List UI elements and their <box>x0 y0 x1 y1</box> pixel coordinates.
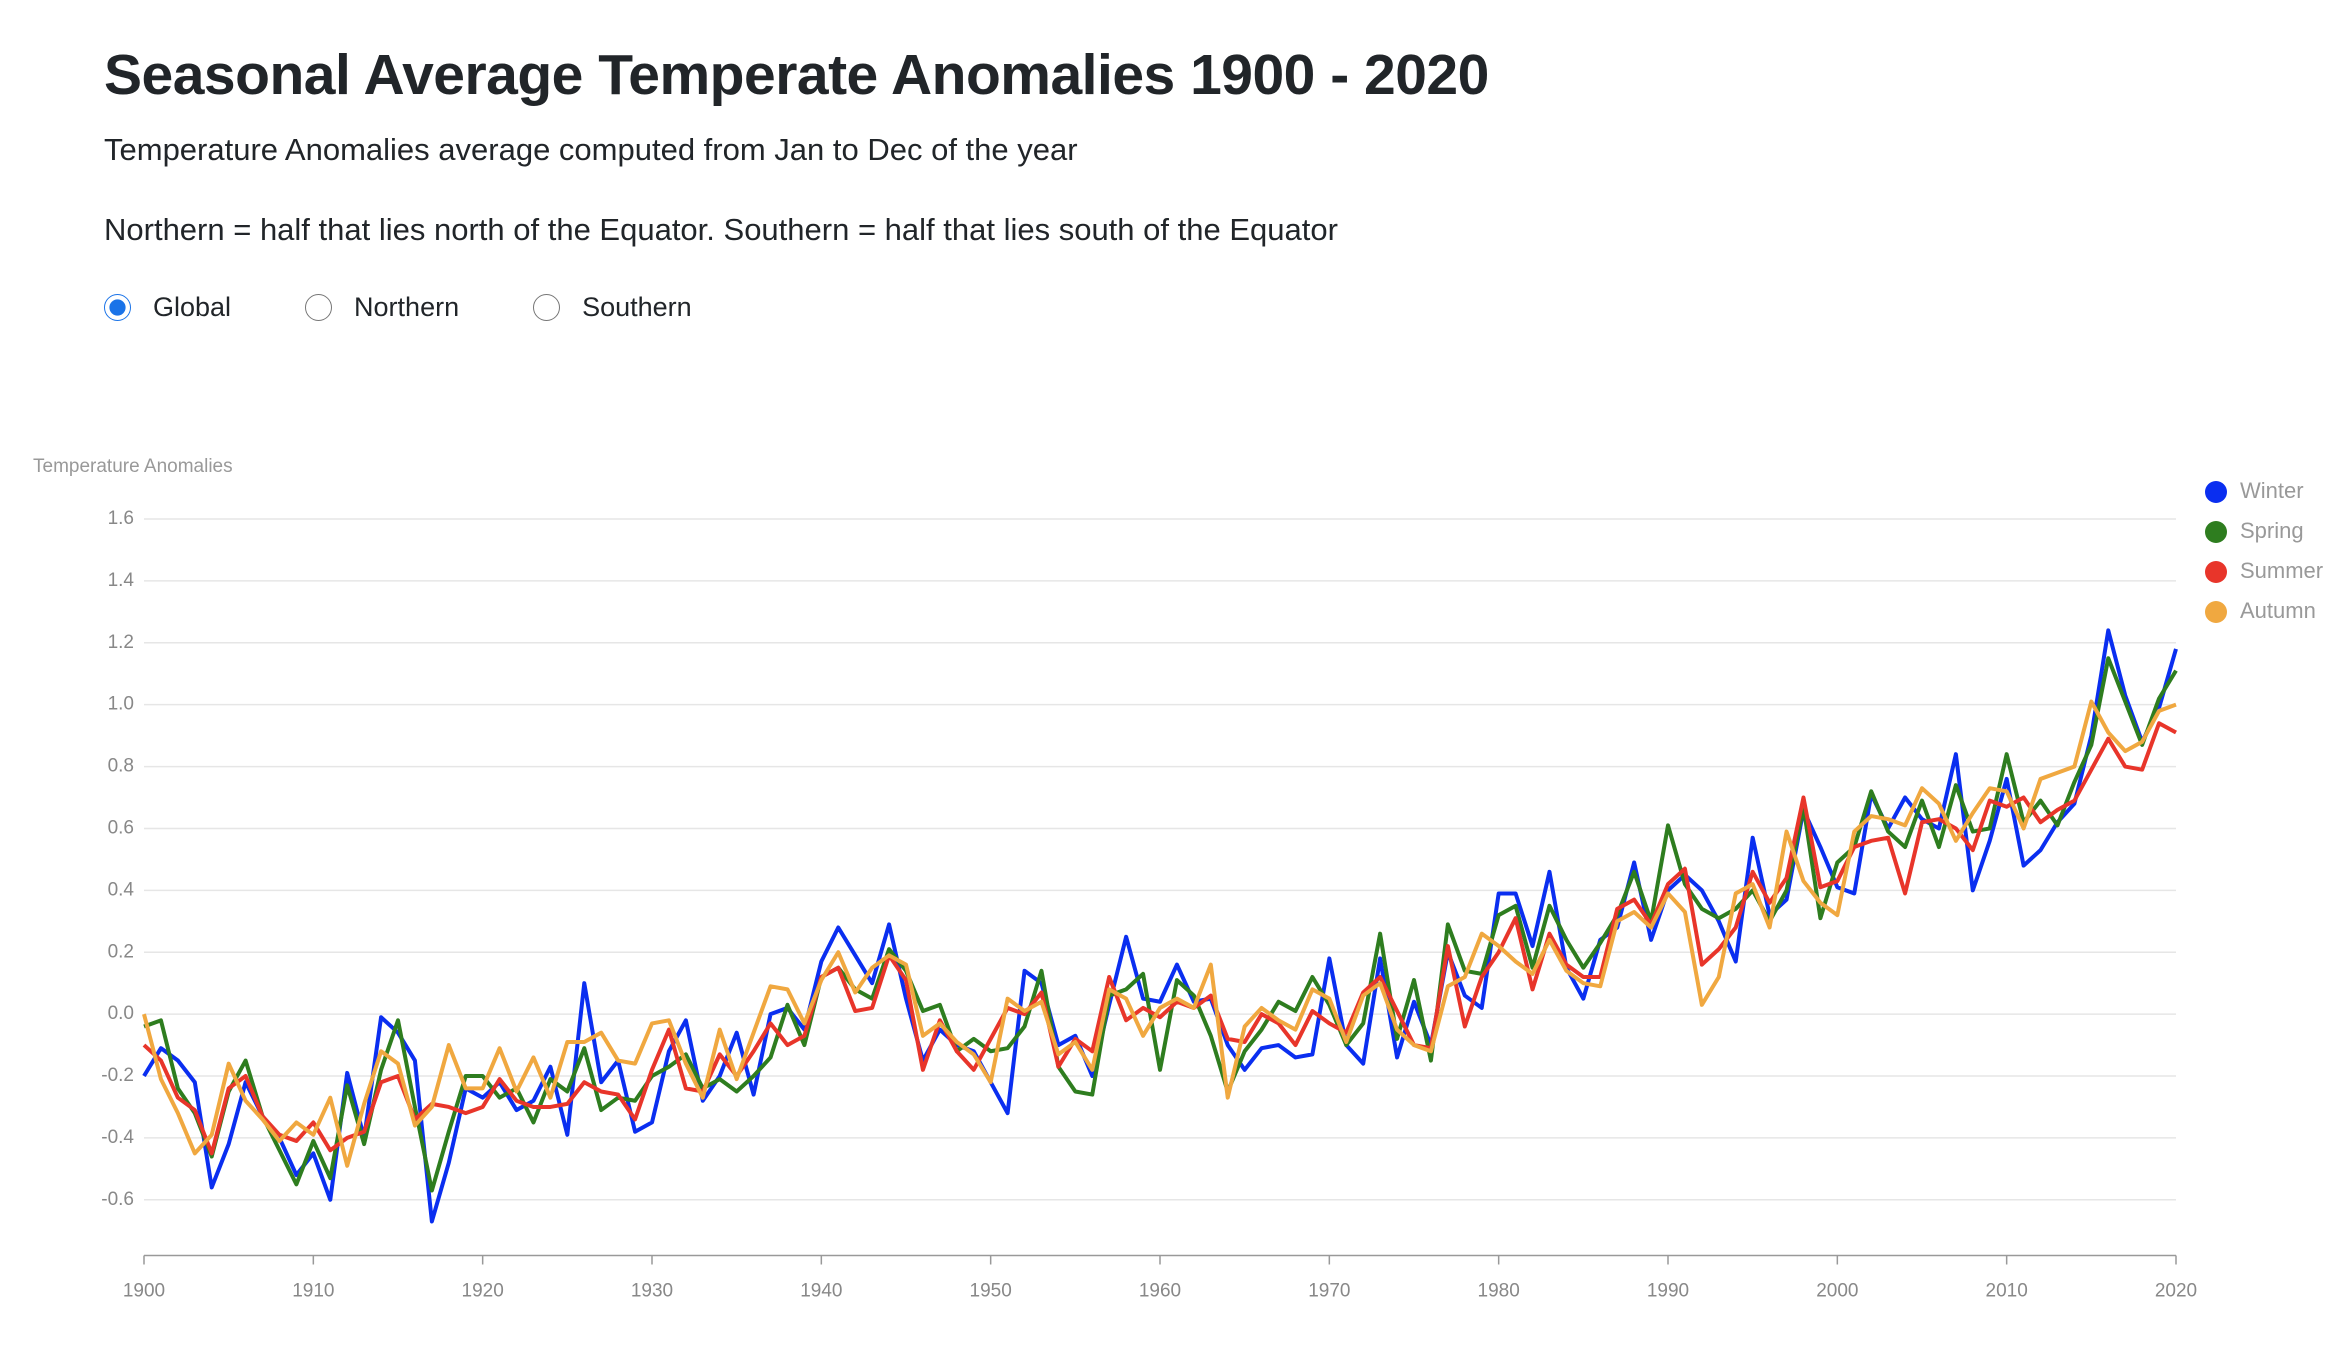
y-axis-label: Temperature Anomalies <box>33 456 233 477</box>
legend-swatch <box>2205 481 2227 503</box>
radio-option[interactable]: Northern <box>301 292 459 323</box>
x-tick-label: 1940 <box>800 1281 842 1302</box>
y-tick-label: -0.4 <box>101 1127 134 1148</box>
y-tick-label: 0.4 <box>108 879 135 900</box>
legend-label: Spring <box>2240 518 2304 543</box>
radio-button[interactable] <box>104 294 131 321</box>
note: Northern = half that lies north of the E… <box>104 212 1338 247</box>
x-tick-label: 1950 <box>970 1281 1012 1302</box>
series-line <box>143 656 2178 1193</box>
legend-label: Autumn <box>2240 598 2316 623</box>
legend-swatch <box>2205 561 2227 583</box>
x-tick-label: 1910 <box>292 1281 334 1302</box>
radio-label[interactable]: Global <box>153 292 232 322</box>
legend-label: Summer <box>2240 558 2323 583</box>
y-tick-label: 0.2 <box>108 941 134 962</box>
x-tick-label: 1990 <box>1647 1281 1689 1302</box>
y-tick-label: -0.2 <box>101 1065 134 1086</box>
x-tick-label: 1930 <box>631 1281 673 1302</box>
x-tick-label: 2010 <box>1986 1281 2028 1302</box>
y-tick-label: 0.0 <box>108 1003 134 1024</box>
x-tick-label: 1960 <box>1139 1281 1181 1302</box>
y-tick-label: 0.6 <box>108 817 134 838</box>
radio-button[interactable] <box>305 294 333 321</box>
y-tick-label: 1.2 <box>108 632 134 653</box>
series-line <box>142 699 2177 1168</box>
x-tick-label: 2020 <box>2155 1281 2197 1302</box>
x-tick-label: 1920 <box>462 1281 504 1302</box>
radio-option[interactable]: Global <box>100 292 231 323</box>
subtitle: Temperature Anomalies average computed f… <box>104 132 1078 167</box>
series-line <box>142 628 2178 1224</box>
y-tick-label: 0.8 <box>108 756 134 777</box>
x-tick-label: 1970 <box>1308 1281 1350 1302</box>
legend-swatch <box>2205 521 2227 543</box>
y-tick-label: 1.0 <box>108 694 134 715</box>
x-tick-label: 1900 <box>123 1281 165 1302</box>
radio-label[interactable]: Northern <box>354 292 460 322</box>
radio-label[interactable]: Southern <box>582 292 692 322</box>
x-tick-label: 2000 <box>1816 1281 1858 1302</box>
y-tick-label: 1.4 <box>108 570 135 591</box>
radio-button[interactable] <box>533 294 561 321</box>
chart: Temperature Anomalies -0.6 -0.4 -0.2 0.0 0.2… <box>33 456 2323 1302</box>
radio-option[interactable]: Southern <box>529 292 692 323</box>
x-tick-label: 1980 <box>1478 1281 1520 1302</box>
series-line <box>142 721 2177 1156</box>
legend-label: Winter <box>2240 478 2304 503</box>
region-selector: Global Northern Southern <box>100 292 762 323</box>
legend-swatch <box>2205 601 2227 623</box>
page-title: Seasonal Average Temperate Anomalies 190… <box>104 43 1489 107</box>
y-tick-label: 1.6 <box>108 508 134 529</box>
y-tick-label: -0.6 <box>101 1189 134 1210</box>
